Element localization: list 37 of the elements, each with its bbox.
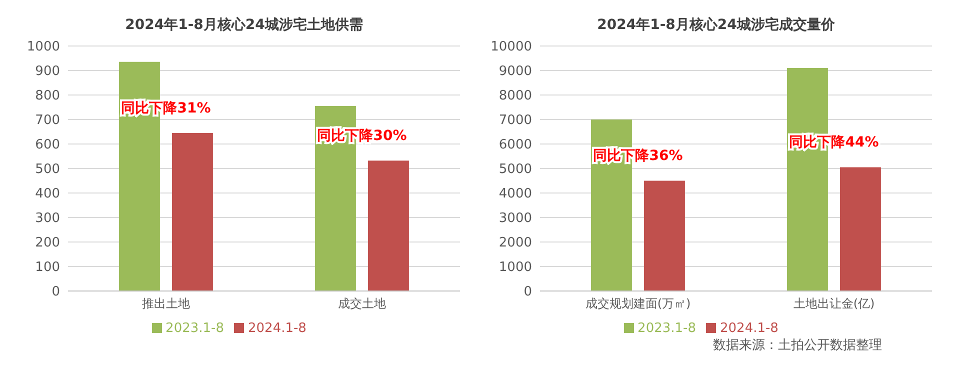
- y-tick-label: 100: [35, 260, 60, 276]
- y-tick-label: 4000: [498, 186, 532, 202]
- y-tick-label: 800: [35, 88, 60, 104]
- x-tick-label: 成交土地: [338, 296, 386, 311]
- y-tick-label: 300: [35, 211, 60, 226]
- y-tick-label: 2000: [498, 236, 532, 251]
- legend-label: 2023.1-8: [638, 321, 696, 336]
- y-tick-label: 600: [35, 138, 60, 153]
- y-tick-label: 8000: [498, 88, 532, 104]
- y-tick-label: 10000: [490, 40, 532, 55]
- legend-label: 2024.1-8: [248, 321, 306, 336]
- x-tick-label: 推出土地: [142, 296, 190, 311]
- chart-title: 2024年1-8月核心24城涉宅土地供需: [124, 16, 364, 35]
- legend-label: 2024.1-8: [720, 321, 778, 336]
- bar: [840, 167, 881, 291]
- y-tick-label: 7000: [498, 113, 532, 128]
- y-tick-label: 5000: [498, 162, 532, 178]
- y-tick-label: 500: [35, 162, 60, 178]
- chart-title: 2024年1-8月核心24城涉宅成交量价: [596, 16, 836, 35]
- x-tick-label: 土地出让金(亿): [793, 296, 875, 311]
- y-tick-label: 700: [35, 113, 60, 128]
- y-tick-label: 1000: [498, 260, 532, 276]
- y-tick-label: 3000: [498, 211, 532, 226]
- y-tick-label: 6000: [498, 138, 532, 153]
- bar: [644, 180, 685, 291]
- bar: [172, 132, 213, 291]
- y-tick-label: 9000: [498, 64, 532, 80]
- legend-label: 2023.1-8: [166, 321, 224, 336]
- y-tick-label: 200: [35, 236, 60, 251]
- source-note: 数据来源：土拍公开数据整理: [712, 337, 883, 354]
- x-tick-label: 成交规划建面(万㎡): [585, 296, 691, 311]
- y-tick-label: 0: [524, 284, 532, 300]
- y-tick-label: 0: [52, 284, 60, 300]
- y-tick-label: 1000: [26, 40, 60, 55]
- y-tick-label: 400: [35, 186, 60, 202]
- bar: [368, 160, 409, 291]
- y-tick-label: 900: [35, 64, 60, 80]
